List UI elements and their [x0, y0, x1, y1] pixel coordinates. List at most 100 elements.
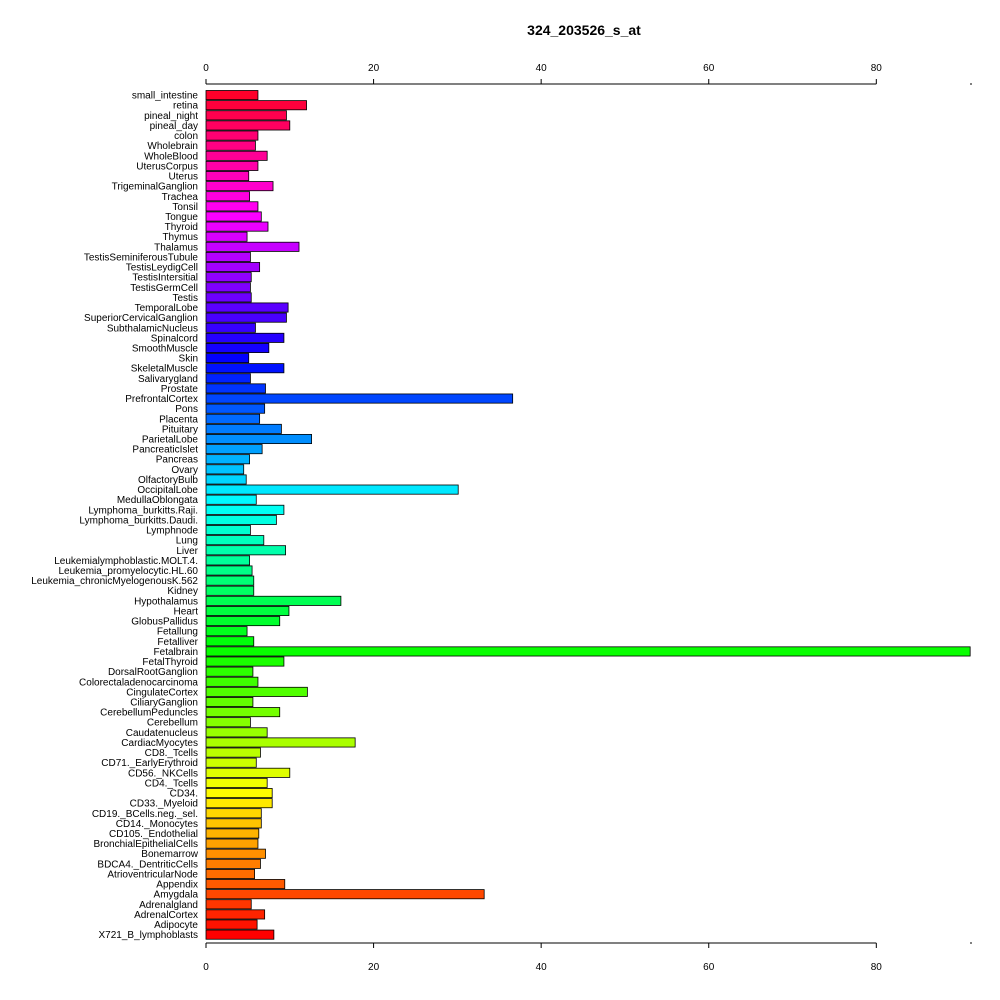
bar	[205, 282, 251, 293]
bar	[205, 889, 485, 900]
category-label: SkeletalMuscle	[131, 364, 199, 375]
bar	[205, 454, 250, 465]
bar	[205, 312, 287, 323]
category-label: OlfactoryBulb	[138, 475, 198, 486]
category-label: MedullaOblongata	[117, 495, 199, 506]
bar	[205, 899, 252, 910]
bar	[205, 434, 312, 445]
bar	[205, 595, 342, 606]
category-label: Testis	[172, 293, 198, 304]
category-label: Placenta	[159, 414, 198, 425]
bar	[205, 808, 262, 819]
category-label: TestisIntersitial	[132, 273, 198, 284]
bar	[205, 504, 285, 515]
category-label: SubthalamicNucleus	[107, 323, 198, 334]
category-label: Leukemia_promyelocytic.HL.60	[58, 566, 198, 577]
bar	[205, 464, 245, 475]
bar	[205, 322, 256, 333]
category-label: Thymus	[162, 232, 198, 243]
category-label: TemporalLobe	[135, 303, 199, 314]
tick-label-bottom: 0	[203, 962, 209, 973]
bar	[205, 302, 289, 313]
bar	[205, 484, 459, 495]
bar	[205, 211, 262, 222]
bar	[205, 140, 256, 151]
bar	[205, 555, 250, 566]
bar	[205, 838, 259, 849]
bar	[205, 727, 268, 738]
bar	[205, 292, 252, 303]
category-label: TestisSeminiferousTubule	[84, 252, 199, 263]
category-label: BDCA4._DentriticCells	[97, 859, 198, 870]
bar	[205, 262, 261, 273]
category-label: Wholebrain	[147, 141, 198, 152]
category-label: Ovary	[171, 465, 198, 476]
bar	[205, 646, 971, 657]
category-label: Thyroid	[165, 222, 198, 233]
category-label: Leukemia_chronicMyelogenousK.562	[31, 576, 198, 587]
bar	[205, 798, 273, 809]
bar	[205, 221, 269, 232]
bar	[205, 373, 251, 384]
category-label: PancreaticIslet	[132, 445, 198, 456]
bar	[205, 120, 291, 131]
category-label: TrigeminalGanglion	[112, 182, 198, 193]
category-label: SmoothMuscle	[132, 343, 199, 354]
bar	[205, 879, 286, 890]
category-label: Fetalliver	[157, 637, 198, 648]
category-label: BronchialEpithelialCells	[94, 839, 199, 850]
category-label: CingulateCortex	[126, 687, 198, 698]
bar	[205, 717, 251, 728]
category-label: Tonsil	[172, 202, 198, 213]
bar	[205, 545, 286, 556]
category-label: CD33._Myeloid	[130, 799, 198, 810]
category-label: small_intestine	[132, 91, 199, 102]
category-label: Pancreas	[156, 455, 198, 466]
chart-title: 324_203526_s_at	[527, 22, 641, 38]
category-label: CerebellumPeduncles	[100, 708, 198, 719]
bar	[205, 909, 266, 920]
bar	[205, 707, 281, 718]
tick-label-bottom: 20	[368, 962, 380, 973]
category-label: Appendix	[156, 880, 198, 891]
category-label: CiliaryGanglion	[130, 698, 198, 709]
category-label: Skin	[179, 354, 198, 365]
tick-label-bottom: 40	[536, 962, 548, 973]
category-label: CD8._Tcells	[145, 748, 198, 759]
bar	[205, 788, 273, 799]
bar	[205, 848, 266, 859]
category-label: Trachea	[162, 192, 199, 203]
bar	[205, 403, 266, 414]
bar	[205, 585, 255, 596]
category-label: Fetalbrain	[154, 647, 198, 658]
category-label: FetalThyroid	[142, 657, 198, 668]
bar	[205, 444, 263, 455]
category-label: Pituitary	[162, 424, 198, 435]
category-label: retina	[173, 101, 198, 112]
bar	[205, 686, 308, 697]
bar	[205, 636, 255, 647]
bar	[205, 828, 260, 839]
bar	[205, 181, 274, 192]
category-label: Lung	[176, 536, 198, 547]
category-labels: small_intestineretinapineal_nightpineal_…	[31, 91, 199, 942]
bars-group	[205, 90, 971, 940]
bar	[205, 110, 287, 121]
category-label: Uterus	[169, 172, 198, 183]
bar	[205, 130, 259, 141]
category-label: CD56._NKCells	[128, 768, 198, 779]
bar	[205, 929, 275, 940]
category-label: pineal_day	[150, 121, 198, 132]
bar	[205, 90, 259, 101]
bar	[205, 231, 248, 242]
category-label: WholeBlood	[144, 151, 198, 162]
bar	[205, 150, 268, 161]
bar	[205, 514, 277, 525]
bar	[205, 767, 291, 778]
category-label: Pons	[175, 404, 198, 415]
category-label: CardiacMyocytes	[121, 738, 198, 749]
bar	[205, 777, 268, 788]
x-axis-bottom: 0 20 40 60 80	[203, 942, 972, 973]
bar	[205, 656, 285, 667]
